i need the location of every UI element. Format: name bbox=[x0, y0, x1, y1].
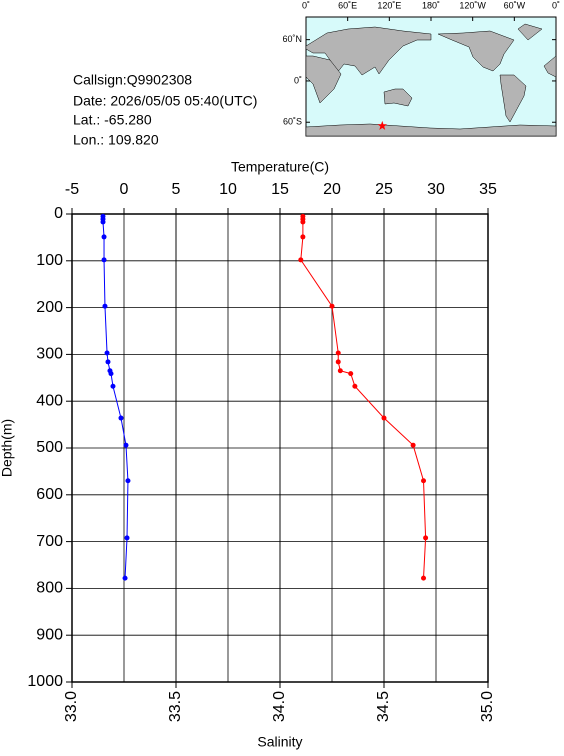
callsign: Callsign:Q9902308 bbox=[73, 72, 192, 88]
map-lat-label: 60˚S bbox=[283, 117, 302, 127]
x-tick-label: 33.5 bbox=[167, 691, 184, 722]
profile-point bbox=[352, 383, 358, 389]
latitude: Lat.: -65.280 bbox=[73, 112, 152, 128]
profile-point bbox=[348, 371, 354, 377]
profile-point bbox=[298, 257, 304, 263]
x2-axis-label: Temperature(C) bbox=[231, 159, 329, 175]
map-lon-label: 60˚W bbox=[504, 0, 526, 10]
profile-point bbox=[102, 303, 108, 309]
date: Date: 2026/05/05 05:40(UTC) bbox=[73, 93, 257, 109]
profile-point bbox=[108, 371, 114, 377]
x2-tick-label: 20 bbox=[323, 181, 341, 198]
x2-tick-label: 30 bbox=[427, 181, 445, 198]
profile-point bbox=[110, 383, 116, 389]
x2-tick-label: 10 bbox=[219, 181, 237, 198]
x-tick-label: 34.5 bbox=[375, 691, 392, 722]
profile-point bbox=[125, 478, 131, 484]
land bbox=[437, 30, 515, 72]
x-tick-label: 34.0 bbox=[271, 691, 288, 722]
x2-tick-label: 35 bbox=[479, 181, 497, 198]
profile-point bbox=[100, 219, 106, 225]
map-lon-label: 60˚E bbox=[338, 0, 357, 10]
x2-tick-label: 25 bbox=[375, 181, 393, 198]
land bbox=[305, 123, 557, 137]
land bbox=[499, 74, 527, 123]
land bbox=[305, 26, 432, 76]
map-lon-label: 120˚E bbox=[377, 0, 401, 10]
profile-point bbox=[101, 234, 107, 240]
profile-line bbox=[300, 216, 427, 579]
map-lon-label: 0˚ bbox=[552, 0, 560, 10]
y-axis-label: Depth(m) bbox=[0, 419, 15, 477]
y-tick-label: 500 bbox=[36, 439, 63, 456]
x-tick-label: 33.0 bbox=[63, 691, 80, 722]
land bbox=[517, 23, 543, 41]
map-lon-label: 180˚ bbox=[422, 0, 440, 10]
profile-point bbox=[124, 535, 130, 541]
profile-line bbox=[102, 216, 129, 579]
profile-point bbox=[421, 478, 427, 484]
land bbox=[383, 88, 413, 107]
land bbox=[543, 55, 557, 78]
x2-tick-label: 0 bbox=[120, 181, 129, 198]
profile-point bbox=[381, 415, 387, 421]
land bbox=[305, 55, 342, 104]
profile-point bbox=[300, 234, 306, 240]
profile-point bbox=[123, 442, 129, 448]
profile-point bbox=[421, 575, 427, 581]
y-tick-label: 200 bbox=[36, 299, 63, 316]
profile-point bbox=[335, 359, 341, 365]
profile-point bbox=[122, 575, 128, 581]
map-lon-label: 120˚W bbox=[459, 0, 486, 10]
profile-point bbox=[329, 303, 335, 309]
x2-tick-label: 5 bbox=[172, 181, 181, 198]
longitude: Lon.: 109.820 bbox=[73, 132, 159, 148]
x-axis-label: Salinity bbox=[257, 734, 302, 750]
map-lon-label: 0˚ bbox=[302, 0, 310, 10]
profile-point bbox=[118, 415, 124, 421]
plot-frame bbox=[71, 213, 489, 683]
profile-point bbox=[300, 219, 306, 225]
profile-point bbox=[410, 442, 416, 448]
profile-point bbox=[105, 359, 111, 365]
x2-tick-label: -5 bbox=[65, 181, 79, 198]
station-marker bbox=[377, 120, 387, 130]
map-lat-label: 0˚ bbox=[294, 75, 302, 85]
y-tick-label: 300 bbox=[36, 346, 63, 363]
y-tick-label: 100 bbox=[36, 252, 63, 269]
profile-point bbox=[423, 535, 429, 541]
map-lat-label: 60˚N bbox=[282, 34, 302, 44]
profile-point bbox=[101, 257, 107, 263]
y-tick-label: 700 bbox=[36, 533, 63, 550]
profile-point bbox=[335, 350, 341, 356]
x-tick-label: 35.0 bbox=[479, 691, 496, 722]
y-tick-label: 900 bbox=[36, 626, 63, 643]
y-tick-label: 800 bbox=[36, 580, 63, 597]
x2-tick-label: 15 bbox=[271, 181, 289, 198]
y-tick-label: 1000 bbox=[27, 673, 63, 690]
y-tick-label: 400 bbox=[36, 392, 63, 409]
y-tick-label: 0 bbox=[54, 205, 63, 222]
y-tick-label: 600 bbox=[36, 486, 63, 503]
map: 0˚ 60˚E 120˚E 180˚ 120˚W 60˚W 0˚ 60˚N 0˚ 60˚S bbox=[282, 0, 560, 137]
profile-point bbox=[104, 350, 110, 356]
profile-point bbox=[337, 368, 343, 374]
